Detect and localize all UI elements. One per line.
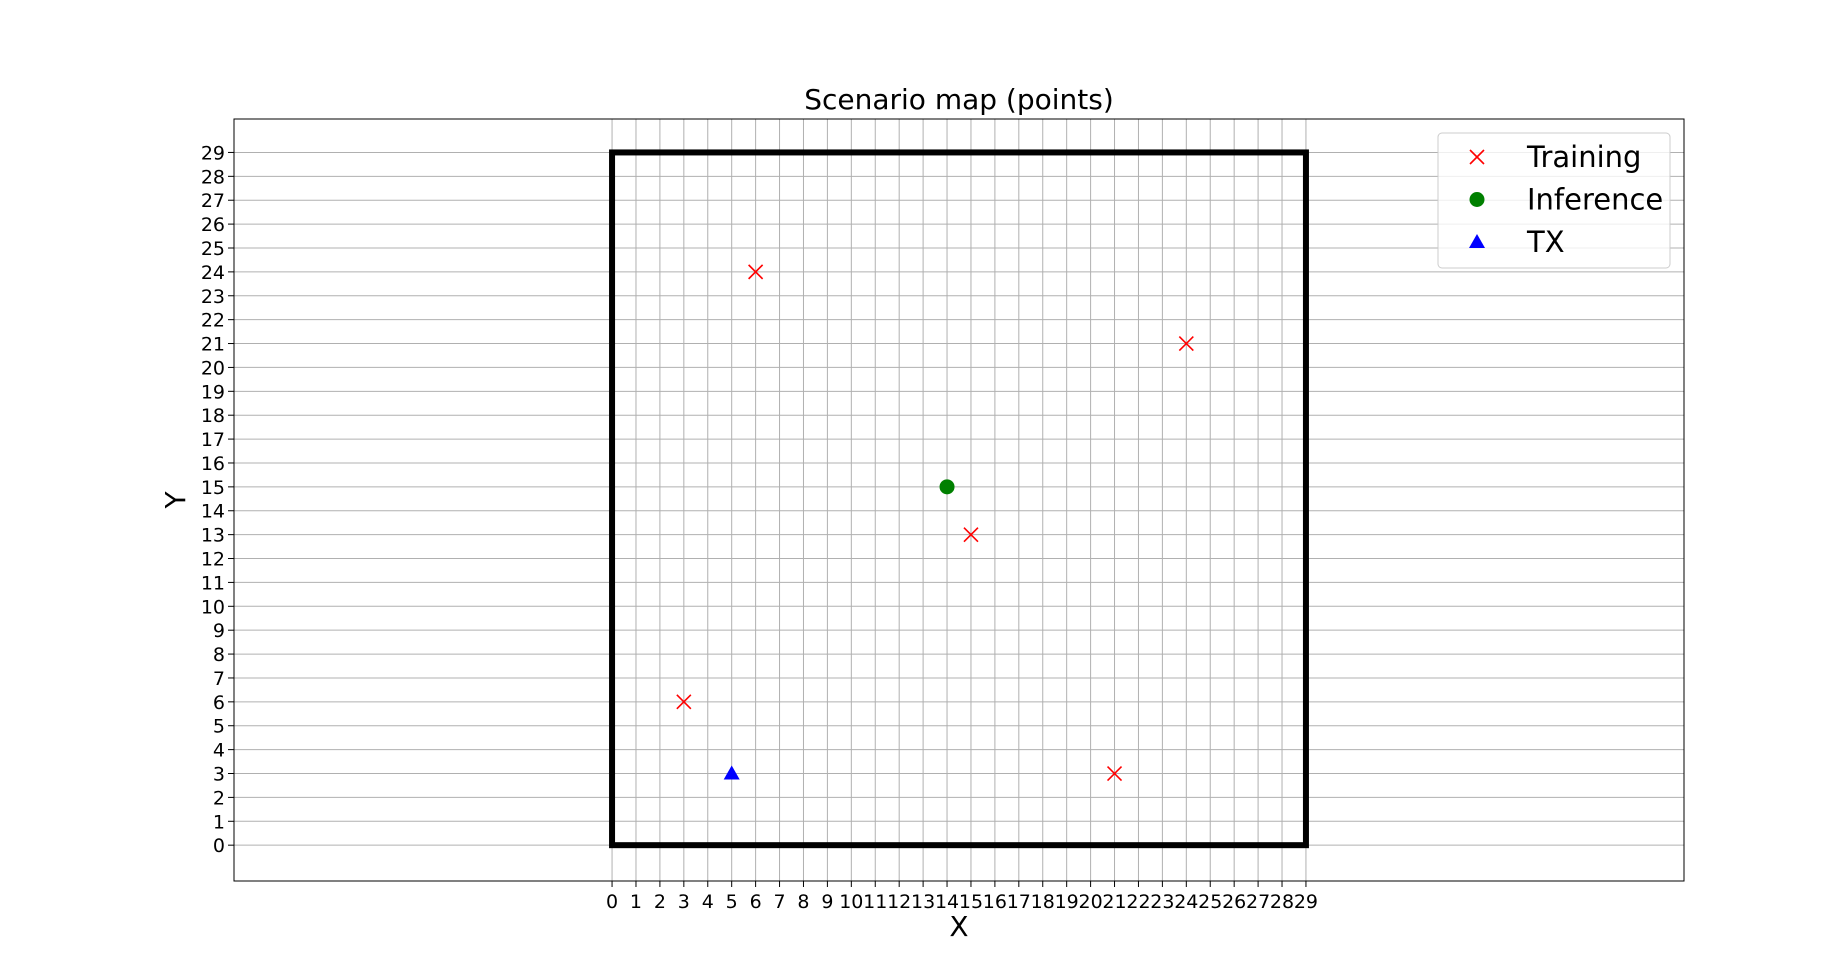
y-tick-label: 17 [201,429,225,451]
x-tick-label: 22 [1126,891,1150,913]
x-stroke [963,527,979,543]
x-tick-label: 1 [630,891,642,913]
x-tick-label: 21 [1102,891,1126,913]
x-tick-label: 27 [1246,891,1270,913]
y-tick-label: 0 [213,835,225,857]
y-tick-label: 15 [201,477,225,499]
y-tick-label: 3 [213,764,225,786]
x-tick-label: 9 [821,891,833,913]
y-tick-label: 25 [201,238,225,260]
y-tick-label: 22 [201,310,225,332]
training-point [963,527,979,543]
x-stroke [748,264,764,280]
legend-inference-label: Inference [1527,183,1663,217]
y-tick-label: 5 [213,716,225,738]
data-points [676,264,1194,782]
y-tick-label: 13 [201,525,225,547]
y-tick-label: 27 [201,190,225,212]
x-tick-label: 12 [887,891,911,913]
x-tick-label: 26 [1222,891,1246,913]
y-tick-labels: 0123456789101112131415161718192021222324… [201,142,234,857]
x-tick-label: 15 [959,891,983,913]
y-tick-label: 20 [201,357,225,379]
y-tick-label: 9 [213,620,225,642]
x-stroke [1178,335,1194,352]
x-tick-label: 5 [726,891,738,913]
area-boundary-layer [609,149,1309,849]
training-point [748,264,764,280]
x-tick-label: 25 [1198,891,1222,913]
legend-inference-marker [1469,192,1485,207]
y-tick-label: 23 [201,286,225,308]
inference-point [939,479,955,495]
legend-tx-marker [1469,234,1485,248]
y-tick-label: 29 [201,142,225,164]
x-axis-label: X [949,910,968,943]
x-tick-label: 20 [1079,891,1103,913]
x-stroke [676,694,692,710]
y-tick-label: 11 [201,572,225,594]
chart-title: Scenario map (points) [804,83,1114,116]
y-tick-label: 6 [213,692,225,714]
plot-frame [233,118,1685,882]
x-tick-label: 23 [1150,891,1174,913]
x-tick-label: 8 [797,891,809,913]
x-tick-labels: 0 1 2 3 4 5 6 7 8 9 10 11 12 13 14 15 16 17 18 19 20 21 22 23 24… [606,881,1318,913]
x-tick-label: 11 [863,891,887,913]
y-tick-label: 8 [213,644,225,666]
legend-box [1437,132,1671,269]
x-tick-label: 24 [1174,891,1198,913]
y-tick-label: 21 [201,334,225,356]
legend-training-label: Training [1526,140,1641,174]
x-tick-label: 28 [1270,891,1294,913]
x-tick-label: 29 [1294,891,1318,913]
y-axis-label: Y [159,491,192,510]
legend-training-marker [1469,149,1485,165]
y-tick-label: 1 [213,811,225,833]
x-tick-label: 13 [911,891,935,913]
x-tick-label: 19 [1055,891,1079,913]
y-tick-label: 2 [213,787,225,809]
y-tick-label: 28 [201,166,225,188]
training-point [1178,335,1194,352]
x-tick-label: 2 [654,891,666,913]
y-tick-label: 14 [201,501,225,523]
y-tick-label: 7 [213,668,225,690]
y-tick-label: 16 [201,453,225,475]
x-tick-label: 16 [983,891,1007,913]
area-boundary [609,149,1309,849]
legend-tx-label: TX [1526,225,1565,259]
x-tick-label: 4 [702,891,714,913]
y-tick-label: 10 [201,596,225,618]
x-tick-label: 6 [750,891,762,913]
tx-point [723,765,740,780]
x-tick-label: 0 [606,891,618,913]
x-tick-label: 14 [935,891,959,913]
y-tick-label: 12 [201,549,225,571]
x-tick-label: 7 [773,891,785,913]
x-stroke [1469,149,1485,165]
training-point [676,694,692,710]
training-point [1106,765,1123,782]
y-tick-label: 26 [201,214,225,236]
x-tick-label: 3 [678,891,690,913]
grid-lines [234,119,1684,881]
y-tick-label: 4 [213,740,225,762]
x-tick-label: 10 [839,891,863,913]
y-tick-label: 18 [201,405,225,427]
legend: Training Inference TX [1437,132,1671,269]
x-tick-label: 17 [1007,891,1031,913]
y-tick-label: 24 [201,262,225,284]
y-tick-label: 19 [201,381,225,403]
x-tick-label: 18 [1031,891,1055,913]
x-stroke [1106,765,1123,782]
